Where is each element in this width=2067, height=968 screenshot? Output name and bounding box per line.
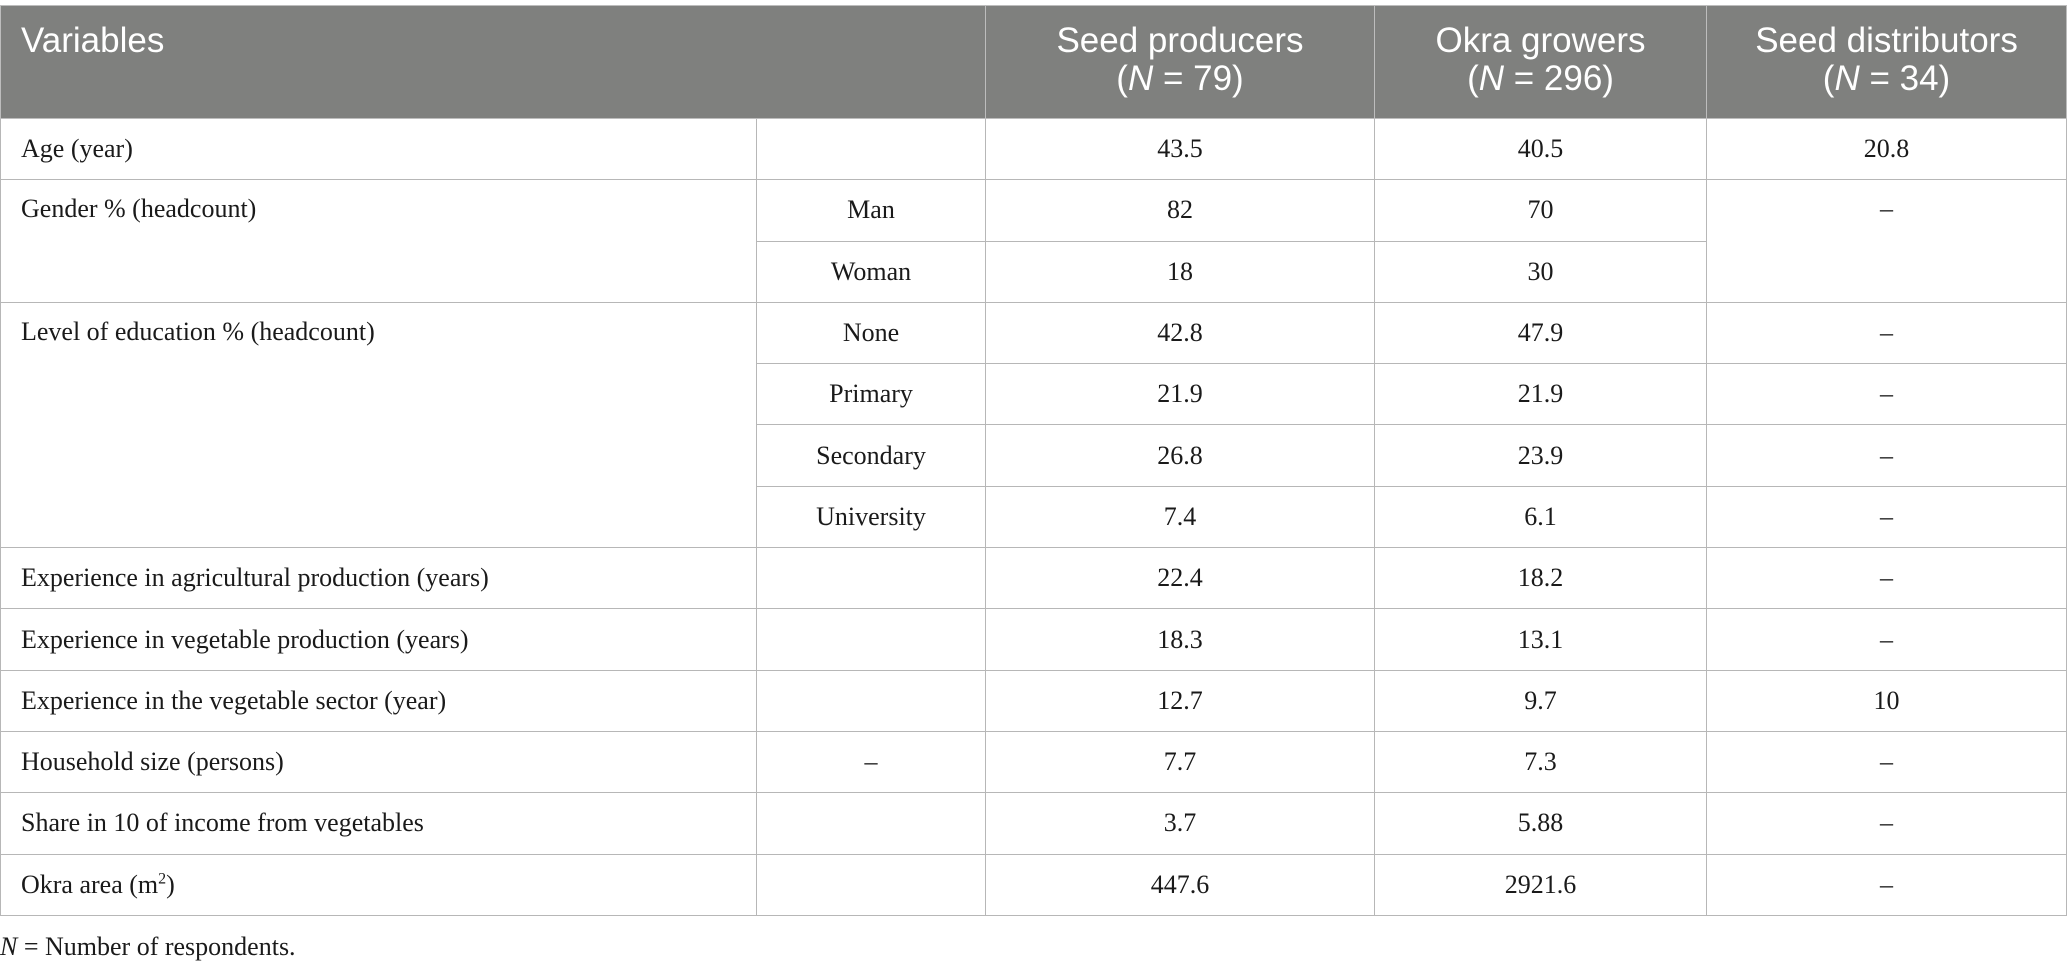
cell-okra-growers: 40.5 (1374, 117, 1708, 181)
cell-seed-producers: 18.3 (985, 608, 1376, 671)
cell-seed-distributors: – (1706, 853, 2067, 916)
table-header-row: Variables Seed producers (N = 79) Okra g… (0, 5, 2067, 119)
header-seed-distributors-n: = 34) (1859, 59, 1951, 98)
cell-seed-producers: 82 (985, 179, 1376, 242)
row-label: Experience in vegetable production (year… (0, 608, 757, 671)
cell-okra-growers: 30 (1374, 240, 1708, 303)
row-label-text: Okra area (m (21, 869, 159, 899)
row-sub-label (755, 669, 987, 732)
table-row-gender-man: Gender % (headcount) Man 82 70 – (0, 179, 2067, 303)
row-label: Gender % (headcount) (0, 179, 757, 303)
header-n-symbol: N (1834, 59, 1860, 98)
cell-seed-producers: 22.4 (985, 547, 1376, 610)
cell-seed-producers: 7.4 (985, 485, 1376, 549)
row-sub-label (755, 117, 987, 181)
cell-seed-distributors: – (1706, 485, 2067, 549)
row-label: Experience in agricultural production (y… (0, 547, 757, 610)
table-row-education-university: University 7.4 6.1 – (1, 485, 2067, 549)
cell-seed-producers: 21.9 (985, 363, 1376, 426)
header-open-paren: ( (1822, 59, 1835, 98)
cell-seed-distributors: – (1706, 792, 2067, 855)
header-n-symbol: N (1478, 59, 1504, 98)
row-sub-label: Woman (755, 240, 987, 303)
header-seed-producers-label: Seed producers (1056, 21, 1304, 60)
cell-seed-producers: 43.5 (985, 117, 1376, 181)
row-sub-label (755, 608, 987, 671)
cell-seed-producers: 26.8 (985, 424, 1376, 487)
cell-okra-growers: 9.7 (1374, 669, 1708, 732)
cell-okra-growers: 47.9 (1374, 301, 1708, 365)
cell-seed-distributors: – (1706, 424, 2067, 487)
table-row-income-share: Share in 10 of income from vegetables 3.… (0, 792, 2067, 855)
cell-seed-distributors: 10 (1706, 669, 2067, 732)
cell-okra-growers: 6.1 (1374, 485, 1708, 549)
row-sub-label (755, 547, 987, 610)
header-okra-growers-n: = 296) (1504, 59, 1614, 98)
row-label: Level of education % (headcount) (0, 301, 757, 549)
table-row-exp-agricultural: Experience in agricultural production (y… (0, 547, 2067, 610)
cell-seed-distributors: – (1706, 363, 2067, 426)
table-row-education-secondary: Secondary 26.8 23.9 – (1, 424, 2067, 487)
row-label: Okra area (m2) (0, 853, 757, 916)
cell-okra-growers: 23.9 (1374, 424, 1708, 487)
row-sub-label: None (755, 301, 987, 365)
cell-seed-distributors: – (1706, 608, 2067, 671)
row-sub-label: Man (755, 179, 987, 242)
table-row-age: Age (year) 43.5 40.5 20.8 (0, 117, 2067, 181)
cell-okra-growers: 13.1 (1374, 608, 1708, 671)
header-seed-distributors: Seed distributors (N = 34) (1706, 5, 2067, 119)
cell-okra-growers: 70 (1374, 179, 1708, 242)
row-label: Experience in the vegetable sector (year… (0, 669, 757, 732)
header-open-paren: ( (1116, 59, 1128, 98)
header-okra-growers-label: Okra growers (1435, 21, 1646, 60)
row-label-close: ) (166, 869, 175, 899)
cell-seed-distributors: – (1706, 547, 2067, 610)
row-sub-label (755, 853, 987, 916)
cell-okra-growers: 18.2 (1374, 547, 1708, 610)
table-row-okra-area: Okra area (m2) 447.6 2921.6 – (0, 853, 2067, 916)
header-n-symbol: N (1127, 59, 1154, 98)
table-row-education-none: Level of education % (headcount) None 42… (0, 301, 2067, 549)
cell-okra-growers: 5.88 (1374, 792, 1708, 855)
header-seed-distributors-label: Seed distributors (1755, 21, 2018, 60)
cell-seed-producers: 18 (985, 240, 1376, 303)
cell-seed-producers: 7.7 (985, 730, 1376, 794)
row-sub-label: Primary (755, 363, 987, 426)
header-seed-producers-n: = 79) (1153, 59, 1244, 98)
header-open-paren: ( (1467, 59, 1479, 98)
row-sub-label: University (755, 485, 987, 549)
footnote-n-symbol: N (0, 932, 18, 961)
header-variables: Variables (0, 5, 987, 119)
row-sub-label: Secondary (755, 424, 987, 487)
row-label-superscript: 2 (158, 870, 167, 888)
cell-seed-producers: 3.7 (985, 792, 1376, 855)
cell-okra-growers: 7.3 (1374, 730, 1708, 794)
row-sub-label: – (755, 730, 987, 794)
cell-seed-distributors: – (1706, 301, 2067, 365)
table-row-exp-sector: Experience in the vegetable sector (year… (0, 669, 2067, 732)
cell-seed-distributors: 20.8 (1706, 117, 2067, 181)
header-seed-producers: Seed producers (N = 79) (985, 5, 1376, 119)
row-sub-label (755, 792, 987, 855)
cell-seed-distributors: – (1706, 730, 2067, 794)
cell-seed-producers: 12.7 (985, 669, 1376, 732)
table-row-household-size: Household size (persons) – 7.7 7.3 – (0, 730, 2067, 794)
table-footnote: N = Number of respondents. (0, 932, 296, 962)
row-label: Household size (persons) (0, 730, 757, 794)
respondent-characteristics-table: Variables Seed producers (N = 79) Okra g… (0, 5, 2067, 916)
row-label: Age (year) (0, 117, 757, 181)
cell-seed-producers: 447.6 (985, 853, 1376, 916)
cell-okra-growers: 2921.6 (1374, 853, 1708, 916)
row-label: Share in 10 of income from vegetables (0, 792, 757, 855)
cell-seed-producers: 42.8 (985, 301, 1376, 365)
table-row-gender-woman: Woman 18 30 (1, 240, 2067, 303)
header-okra-growers: Okra growers (N = 296) (1374, 5, 1708, 119)
cell-okra-growers: 21.9 (1374, 363, 1708, 426)
footnote-text: = Number of respondents. (17, 932, 296, 961)
cell-seed-distributors: – (1706, 179, 2067, 303)
table-row-exp-vegetable: Experience in vegetable production (year… (0, 608, 2067, 671)
